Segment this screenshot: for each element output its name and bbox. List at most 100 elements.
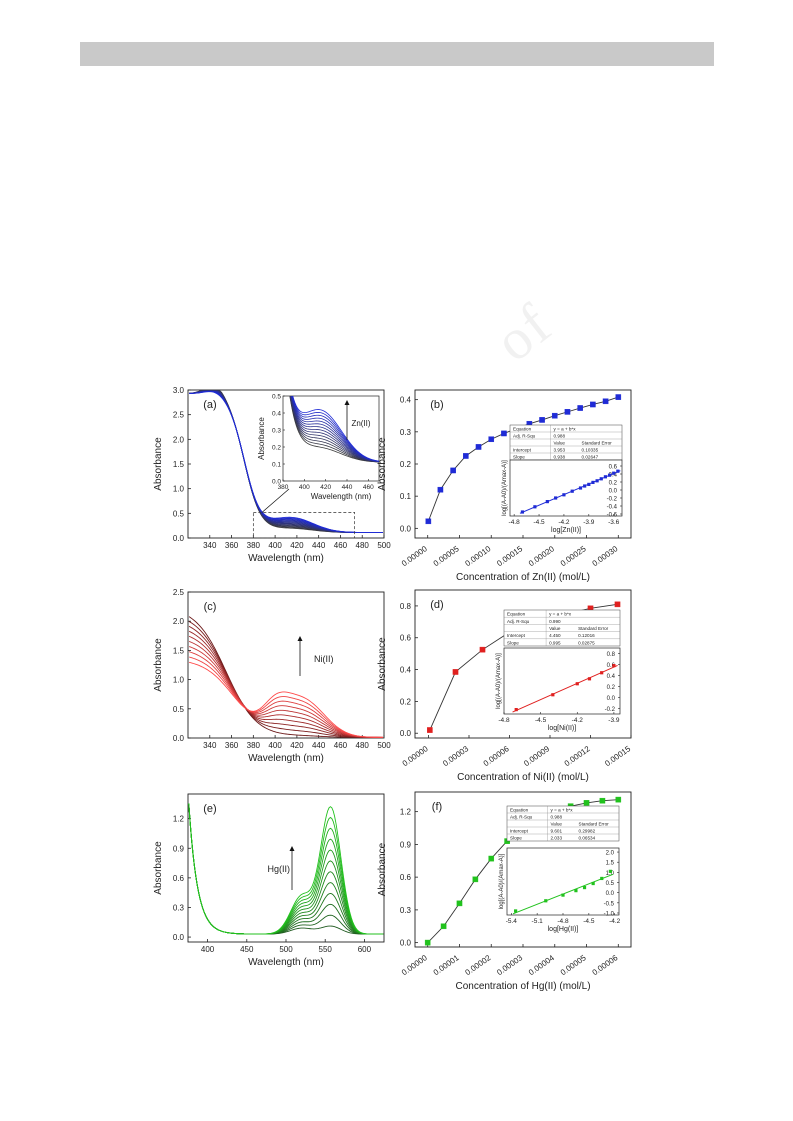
panel-a-inset-x-tick-label: 460 xyxy=(363,484,374,491)
panel-d-x-tick-label: 0.00012 xyxy=(563,744,592,768)
panel-b-inset-data-point xyxy=(578,486,583,490)
panel-f-inset-x-tick-label: -5.4 xyxy=(506,918,518,925)
panel-a-inset-y-tick-label: 0.4 xyxy=(272,411,281,418)
panel-d-fit-table-cell: Intercept xyxy=(507,633,526,638)
panel-c-y-tick-label: 1.0 xyxy=(173,676,185,685)
panel-d-inset-x-tick-label: -4.5 xyxy=(535,717,547,724)
panel-b-data-point xyxy=(488,436,495,443)
panel-d-fit-table-cell: 4.450 xyxy=(549,633,561,638)
panel-a-inset-x-tick-label: 400 xyxy=(299,484,310,491)
panel-a-zoom-arrow xyxy=(261,488,290,513)
panel-a-x-tick-label: 480 xyxy=(356,541,370,550)
panel-b-inset-frame xyxy=(509,459,623,517)
panel-f-inset-data-point xyxy=(582,885,587,890)
panel-f-x-axis-label: Concentration of Hg(II) (mol/L) xyxy=(455,981,590,992)
panel-d-fit-table-cell: Equation xyxy=(507,612,526,617)
panel-d-inset-data-point xyxy=(575,682,579,686)
panel-d-inset-x-tick-label: -3.9 xyxy=(608,717,620,724)
panel-d-fit-table-cell: Value xyxy=(549,626,561,631)
panel-a-inset-y-tick-label: 0.3 xyxy=(272,428,281,435)
panel-b-fit-table-cell: Standard Error xyxy=(582,440,613,445)
panel-f-y-axis-label: Absorbance xyxy=(377,842,388,896)
panel-c-x-tick-label: 480 xyxy=(356,741,370,750)
panel-f-fit-table-cell: y = a + b*x xyxy=(551,807,574,812)
panel-f-inset-y-tick-label: 0.5 xyxy=(606,881,615,887)
panel-d-fit-table-cell: y = a + b*x xyxy=(549,612,572,617)
panel-d-fit-table xyxy=(503,609,621,647)
panel-a-x-axis-label: Wavelength (nm) xyxy=(248,553,324,564)
panel-d-panel-label: (d) xyxy=(430,599,443,611)
panel-a-inset-x-tick-label: 420 xyxy=(320,484,331,491)
panel-a-inset-x-axis-label: Wavelength (nm) xyxy=(311,492,372,501)
panel-b-fit-table-cell: Adj. R-Squ xyxy=(513,433,536,438)
panel-a-inset-y-tick-label: 0.1 xyxy=(272,462,281,469)
panel-a-inset-x-tick-label: 440 xyxy=(342,484,353,491)
panel-f-inset-data-point xyxy=(600,876,604,881)
panel-b-data-point xyxy=(551,412,558,419)
panel-f-inset-y-axis-label: log[(A-A0)/(Amax-A)] xyxy=(499,853,505,909)
panel-a-y-tick-label: 0.5 xyxy=(173,509,185,518)
panel-b-data-point xyxy=(615,394,622,400)
panel-b-inset-data-point xyxy=(570,489,574,493)
panel-a-x-tick-label: 400 xyxy=(268,541,282,550)
panel-f-y-tick-label: 1.2 xyxy=(400,808,412,817)
panel-b-x-axis-label: Concentration of Zn(II) (mol/L) xyxy=(456,572,590,583)
panel-d-inset-data-point xyxy=(551,693,555,697)
panel-d-inset-x-tick-label: -4.8 xyxy=(498,717,510,724)
panel-b-fit-table-cell: Slope xyxy=(513,454,525,459)
panel-b-data-point xyxy=(539,417,545,423)
panel-b-fit-table-cell: 0.02647 xyxy=(582,454,599,459)
panel-d-x-tick-label: 0.00009 xyxy=(522,744,551,768)
panel-c-spectrum-line xyxy=(188,616,383,738)
panel-b-y-tick-label: 0.1 xyxy=(400,492,412,501)
panel-d-data-point xyxy=(427,727,433,733)
panel-f-inset-data-point xyxy=(561,893,565,897)
panel-d-inset-data-point xyxy=(600,671,604,675)
panel-f-fit-table xyxy=(506,805,620,842)
panel-f-data-point xyxy=(599,797,606,804)
panel-b-inset-data-point xyxy=(554,496,558,500)
panel-a-panel-label: (a) xyxy=(203,399,216,411)
panel-f-inset-y-tick-label: 2.0 xyxy=(606,851,615,857)
panel-f-fit-table-cell: 0.29982 xyxy=(579,828,596,833)
panel-b-data-point xyxy=(564,409,571,415)
panel-f-y-tick-label: 0.9 xyxy=(400,840,412,849)
panel-d-inset-y-tick-label: 0.8 xyxy=(607,652,616,658)
panel-d-fit-table-cell: Adj. R-Squ xyxy=(507,619,530,624)
panel-b-x-tick-label: 0.00020 xyxy=(527,544,556,568)
panel-d-y-tick-label: 0.0 xyxy=(400,729,412,738)
panel-f-data-point xyxy=(615,796,622,803)
panel-c-arrow-head xyxy=(297,636,303,641)
panel-b-inset-data-point xyxy=(583,484,587,488)
panel-b-inset-x-tick-label: -3.9 xyxy=(583,519,595,526)
panel-b-fit-table-cell: 0.938 xyxy=(554,454,566,459)
panel-d-x-tick-label: 0.00000 xyxy=(401,744,430,768)
panel-a-inset-y-tick-label: 0.0 xyxy=(272,479,281,486)
panel-f-inset-data-point xyxy=(544,899,548,903)
panel-f-inset-data-point xyxy=(574,889,578,893)
panel-d-inset-y-tick-label: -0.2 xyxy=(605,707,616,713)
panel-a-x-tick-label: 440 xyxy=(312,541,326,550)
panel-b-inset-data-point xyxy=(562,493,566,497)
panel-d-y-tick-label: 0.4 xyxy=(400,666,412,675)
panel-d-inset-y-tick-label: 0.0 xyxy=(607,696,616,702)
panel-a-y-tick-label: 2.5 xyxy=(173,411,185,420)
panel-c-x-tick-label: 440 xyxy=(312,741,326,750)
panel-d-x-tick-label: 0.00003 xyxy=(441,744,470,768)
panel-e-arrow-head xyxy=(289,846,295,851)
panel-f-x-tick-label: 0.00005 xyxy=(559,953,588,977)
panel-d-data-point xyxy=(452,669,459,675)
panel-a-inset-y-tick-label: 0.5 xyxy=(272,394,281,401)
panel-b-inset-x-tick-label: -4.8 xyxy=(509,519,521,526)
panel-f-inset-y-tick-label: -1.0 xyxy=(604,911,615,917)
panel-c-y-tick-label: 0.0 xyxy=(173,734,185,743)
panel-a-inset-x-tick-label: 380 xyxy=(278,484,289,491)
panel-b-inset-data-point xyxy=(587,482,591,486)
panel-a-y-tick-label: 1.0 xyxy=(173,485,185,494)
panel-c-spectrum-line xyxy=(188,635,383,738)
panel-b-fit-table-cell: Value xyxy=(554,440,566,445)
panel-b-y-axis-label: Absorbance xyxy=(377,437,388,491)
panel-f-fit-table-cell: Intercept xyxy=(510,828,529,833)
panel-a-x-tick-label: 500 xyxy=(377,541,391,550)
panel-b-x-tick-label: 0.00030 xyxy=(591,544,620,568)
